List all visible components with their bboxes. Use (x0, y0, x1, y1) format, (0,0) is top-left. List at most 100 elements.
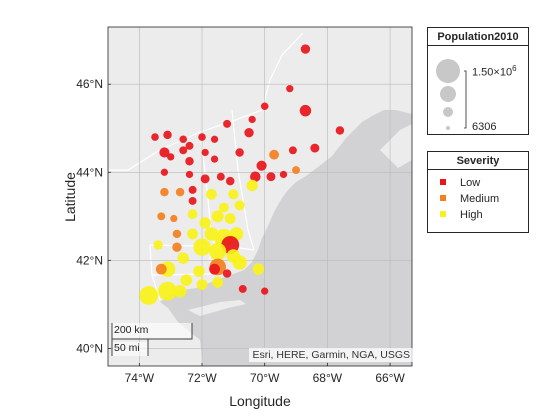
bubble-point (238, 284, 247, 293)
bubble-point (185, 170, 194, 179)
bubble-point (235, 148, 244, 157)
x-tick-label: 66°W (375, 371, 405, 385)
bubble-point (216, 172, 225, 181)
bubble-point (188, 196, 197, 205)
bubble-point (170, 214, 178, 223)
bubble-point (248, 115, 256, 124)
size-legend-large-bubble (436, 59, 460, 83)
bubble-point (269, 149, 279, 160)
bubble-point (211, 210, 224, 223)
severity-legend-item-medium: Medium (440, 192, 499, 206)
bubble-point (219, 202, 229, 213)
bubble-point (160, 168, 169, 176)
scalebar-graphic (111, 323, 193, 356)
bubble-point (159, 147, 170, 158)
size-legend-title: Population2010 (428, 28, 528, 46)
x-axis-label: Longitude (229, 393, 291, 409)
bubble-point (310, 143, 320, 153)
bubble-point (163, 130, 172, 140)
bubble-point (260, 102, 269, 111)
bubble-point (187, 209, 198, 219)
bubble-point (172, 242, 182, 252)
x-tick-label: 68°W (313, 371, 343, 385)
bubble-point (193, 265, 205, 278)
bubble-point (223, 119, 232, 128)
size-legend-mid-bubble (440, 86, 456, 102)
bubble-point (179, 146, 188, 155)
map-attribution: Esri, HERE, Garmin, NGA, USGS (249, 348, 413, 362)
size-legend-small-bubble (443, 107, 453, 117)
basemap (108, 27, 412, 366)
bubble-point (212, 276, 224, 288)
bubble-point (266, 172, 276, 182)
size-legend-min-label: 6306 (472, 121, 497, 133)
bubble-point (177, 252, 189, 264)
y-tick-label: 44°N (76, 165, 103, 179)
bubble-point (185, 141, 194, 150)
bubble-point (201, 148, 209, 157)
x-tick-label: 70°W (250, 371, 280, 385)
bubble-point (244, 127, 254, 138)
bubble-point (252, 263, 265, 275)
bubble-point (199, 217, 211, 229)
size-legend-min-bubble (446, 126, 450, 130)
bubble-point (234, 200, 245, 211)
bubble-point (157, 212, 166, 221)
severity-swatch-medium (440, 195, 446, 201)
bubble-point (228, 189, 239, 200)
bubble-point (193, 238, 211, 256)
bubble-point (173, 284, 187, 298)
bubble-point (196, 279, 208, 290)
bubble-point (209, 263, 220, 275)
bubble-point (158, 281, 177, 301)
size-legend-graphic (436, 59, 467, 130)
size-legend: Population2010 1.50×106 6306 (427, 27, 529, 135)
bubble-point (167, 153, 175, 161)
y-axis-label: Latitude (62, 172, 78, 222)
severity-legend-item-high: High (440, 208, 483, 222)
land-long-island (188, 300, 246, 316)
y-tick-label: 42°N (76, 253, 103, 267)
bubbles (139, 44, 345, 305)
axis-ticks: 74°W 72°W 70°W 68°W 66°W 40°N 42°N 44°N 46°N (76, 77, 405, 385)
bubble-point (151, 133, 159, 141)
bubble-point (198, 133, 206, 141)
bubble-point (256, 160, 267, 171)
bubble-point (180, 274, 193, 286)
severity-legend-item-low: Low (440, 176, 480, 190)
bubble-point (246, 179, 258, 192)
scalebar-mi-label: 50 mi (114, 342, 140, 354)
bubble-point (232, 255, 247, 270)
bubble-point (175, 187, 185, 197)
bubble-point (250, 171, 261, 182)
bubble-point (335, 126, 345, 135)
bubble-point (139, 286, 159, 305)
bubble-point (224, 213, 236, 224)
size-legend-max-label: 1.50×106 (472, 64, 517, 79)
scalebar-km-label: 200 km (114, 324, 149, 336)
axes-frame (107, 26, 413, 367)
bubble-point (160, 187, 169, 197)
bubble-point (300, 44, 311, 54)
bubble-point (188, 185, 197, 194)
bubble-point (155, 263, 167, 275)
bubble-point (222, 269, 232, 278)
bubble-point (279, 170, 288, 179)
bubble-point (206, 188, 217, 200)
bubble-point (288, 146, 297, 155)
bubble-point (209, 242, 227, 261)
bubble-point (210, 135, 219, 143)
bubble-point (153, 240, 163, 250)
bubble-point (200, 174, 210, 184)
bubble-point (292, 166, 301, 175)
severity-swatch-high (440, 211, 446, 217)
x-tick-label: 74°W (125, 371, 155, 385)
bubble-point (179, 135, 187, 144)
bubble-point (286, 84, 294, 93)
bubble-point (210, 155, 219, 163)
bubble-point (261, 287, 269, 295)
x-tick-label: 72°W (187, 371, 217, 385)
bubble-point (187, 228, 199, 240)
severity-legend-title: Severity (428, 152, 528, 170)
